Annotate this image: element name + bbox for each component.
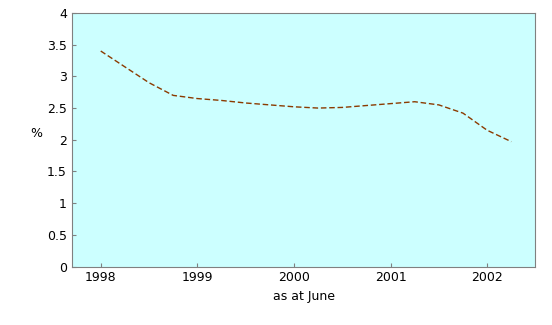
Y-axis label: %: % bbox=[30, 127, 42, 140]
X-axis label: as at June: as at June bbox=[273, 290, 335, 303]
